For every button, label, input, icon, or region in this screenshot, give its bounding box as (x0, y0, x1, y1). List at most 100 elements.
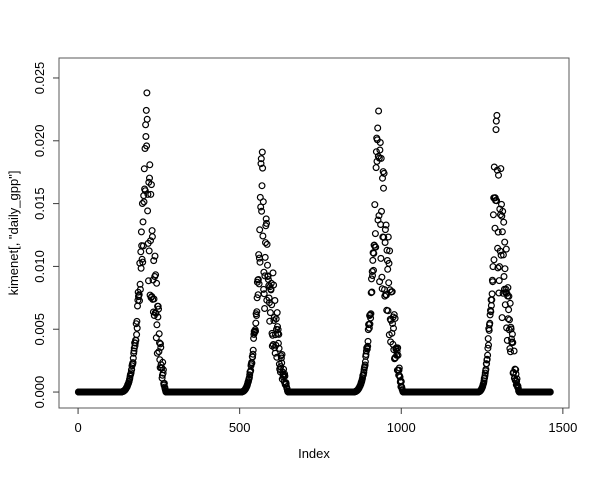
data-point (364, 342, 372, 350)
data-point (252, 319, 260, 327)
data-point (504, 315, 512, 323)
data-point (260, 268, 268, 276)
data-point (495, 171, 503, 179)
data-point (495, 277, 503, 285)
data-point (484, 344, 492, 352)
data-point (483, 355, 491, 363)
data-point (256, 258, 264, 266)
data-point (264, 272, 272, 280)
data-point (281, 372, 289, 380)
data-point (151, 252, 159, 260)
data-point (252, 327, 260, 335)
data-point (505, 306, 513, 314)
data-point (153, 349, 161, 357)
data-point (140, 165, 148, 173)
data-point (259, 232, 267, 240)
data-point (261, 305, 269, 313)
data-point (510, 347, 518, 355)
data-point (364, 337, 372, 345)
data-point (361, 361, 369, 369)
data-point (271, 297, 279, 305)
data-point (489, 263, 497, 271)
data-point (253, 308, 261, 316)
data-point (382, 291, 390, 299)
data-point (261, 272, 269, 280)
data-point (157, 340, 165, 348)
data-point (152, 271, 160, 279)
data-point (148, 233, 156, 241)
data-point (157, 343, 165, 351)
data-point (265, 294, 273, 302)
data-point (494, 228, 502, 236)
data-point (133, 317, 141, 325)
data-point (269, 269, 277, 277)
data-point (384, 233, 392, 241)
data-point (376, 146, 384, 154)
y-tick-label: 0.010 (32, 250, 47, 283)
data-point (380, 169, 388, 177)
data-point (372, 243, 380, 251)
data-point (493, 197, 501, 205)
data-point (274, 323, 282, 331)
data-point (160, 379, 168, 387)
data-point (260, 285, 268, 293)
data-point (263, 240, 271, 248)
data-point (388, 288, 396, 296)
data-point (143, 142, 151, 150)
data-point (143, 115, 151, 123)
data-point (266, 317, 274, 325)
data-point (147, 190, 155, 198)
data-point (138, 255, 146, 263)
data-point (499, 251, 507, 259)
y-tick-label: 0.000 (32, 376, 47, 409)
data-point (501, 265, 509, 273)
data-point (260, 290, 268, 298)
data-point (369, 249, 377, 257)
y-tick-label: 0.015 (32, 187, 47, 220)
data-point (258, 182, 266, 190)
data-point (274, 326, 282, 334)
data-point (150, 257, 158, 265)
data-point (512, 366, 520, 374)
data-point (506, 299, 514, 307)
data-point (159, 358, 167, 366)
data-point (274, 339, 282, 347)
data-point (253, 312, 261, 320)
data-point (129, 359, 137, 367)
data-point (396, 373, 404, 381)
data-point (259, 164, 267, 172)
data-point (150, 295, 158, 303)
data-point (273, 309, 281, 317)
data-point (145, 277, 153, 285)
data-point (155, 330, 163, 338)
data-point (153, 321, 161, 329)
data-point (509, 339, 517, 347)
data-point (262, 239, 270, 247)
data-point (507, 348, 515, 356)
data-point (492, 126, 500, 134)
data-point (263, 219, 271, 227)
data-point (483, 360, 491, 368)
data-point (131, 339, 139, 347)
data-point (257, 155, 265, 163)
data-point (498, 228, 506, 236)
data-point (488, 290, 496, 298)
data-point (147, 237, 155, 245)
data-point (385, 279, 393, 287)
data-point (271, 349, 279, 357)
data-point (140, 198, 148, 206)
data-point (273, 353, 281, 361)
data-point (390, 311, 398, 319)
data-point (508, 330, 516, 338)
data-point (382, 221, 390, 229)
data-point (377, 154, 385, 162)
data-point (500, 273, 508, 281)
data-point (272, 315, 280, 323)
data-point (155, 305, 163, 313)
data-point (147, 181, 155, 189)
data-point (508, 335, 516, 343)
data-point (266, 309, 274, 317)
y-tick-label: 0.025 (32, 62, 47, 95)
